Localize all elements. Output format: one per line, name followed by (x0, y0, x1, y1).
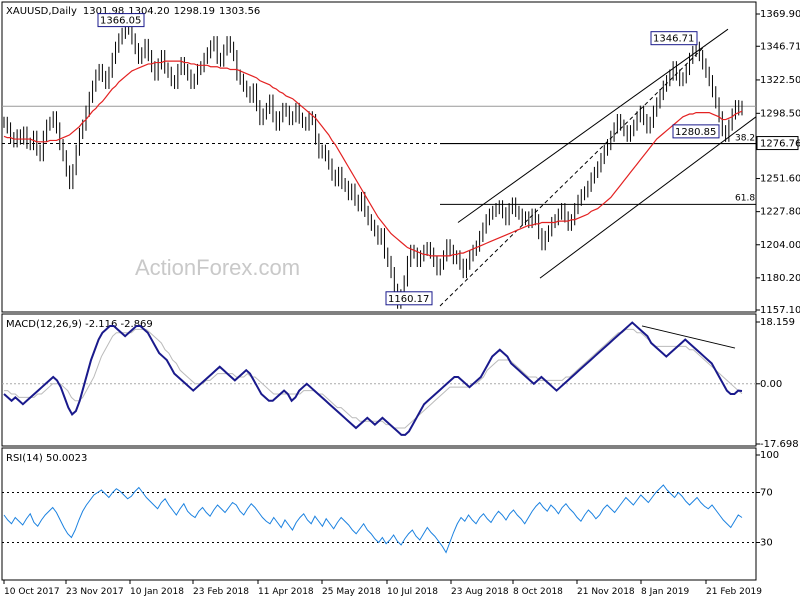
low-1-annotation-box (385, 291, 433, 306)
price-axis-label: 1322.50 (760, 75, 800, 86)
rsi-label: RSI(14) 50.0023 (6, 453, 87, 464)
macd-axis-label: 18.159 (760, 317, 795, 328)
rsi-axis-label: 70 (760, 488, 773, 499)
macd-axis-label: -17.698 (760, 439, 799, 450)
support-annotation: 1280.85 (675, 127, 716, 138)
support-annotation-box (672, 124, 720, 139)
watermark: ActionForex.com (135, 255, 300, 280)
low-1-annotation: 1160.17 (388, 294, 429, 305)
x-axis-label: 11 Apr 2018 (258, 587, 314, 597)
price-axis-label: 1251.60 (760, 174, 800, 185)
price-tag-label: 1276.76 (760, 139, 800, 150)
price-axis-label: 1346.71 (760, 41, 800, 52)
macd-layer (2, 321, 756, 436)
x-axis-label: 21 Nov 2018 (577, 587, 635, 597)
price-panel-frame (1, 1, 757, 313)
x-axis-label: 10 Jan 2018 (130, 587, 184, 597)
x-axis-label: 23 Feb 2018 (193, 587, 249, 597)
rsi-layer (2, 484, 756, 554)
price-axis-label: 1180.20 (760, 273, 800, 284)
channel-lower-line (539, 116, 757, 279)
rsi-line (3, 484, 743, 554)
high-1-annotation: 1366.05 (100, 16, 141, 27)
price-axis-label: 1157.10 (760, 305, 800, 316)
price-axis-label: 1369.90 (760, 9, 800, 20)
x-axis-label: 23 Aug 2018 (451, 587, 509, 597)
price-axis-label: 1227.80 (760, 207, 800, 218)
macd-divergence-line (641, 325, 736, 349)
price-axis-label: 1204.00 (760, 240, 800, 251)
high-2-annotation-box (650, 31, 698, 46)
x-axis-label: 21 Feb 2019 (706, 587, 762, 597)
macd-line (3, 321, 743, 436)
channel-mid-line (439, 45, 706, 307)
x-axis-label: 8 Oct 2018 (513, 587, 563, 597)
axis-layer: 1369.90 1346.71 1322.50 1298.50 1276.76 1251.… (3, 9, 800, 597)
high-1-annotation-box (97, 13, 145, 28)
x-axis-label: 10 Jul 2018 (387, 587, 438, 597)
macd-signal-line (4, 328, 743, 429)
x-axis-label: 8 Jan 2019 (641, 587, 689, 597)
price-axis-label: 1298.50 (760, 108, 800, 119)
x-axis-label: 10 Oct 2017 (4, 587, 60, 597)
x-axis-label: 23 Nov 2017 (66, 587, 124, 597)
macd-axis-label: 0.00 (760, 379, 782, 390)
fib-61-label: 61.8 (735, 193, 755, 203)
price-layer: 1366.05 1160.17 1346.71 1280.85 38.2 61.8 (2, 13, 757, 309)
fib-38-label: 38.2 (735, 133, 755, 143)
rsi-axis-label: 100 (760, 450, 779, 461)
x-axis-label: 25 May 2018 (322, 587, 381, 597)
macd-panel-frame (1, 313, 757, 447)
macd-label: MACD(12,26,9) -2.116 -2.869 (6, 319, 153, 330)
rsi-panel-frame (1, 447, 757, 581)
channel-upper-line (457, 28, 729, 223)
rsi-axis-label: 30 (760, 538, 773, 549)
high-2-annotation: 1346.71 (653, 34, 694, 45)
sma-line (3, 60, 743, 257)
price-tag-box (756, 136, 799, 151)
symbol-label: XAUUSD,Daily 1301.98 1304.20 1298.19 1303.56 (6, 6, 260, 17)
